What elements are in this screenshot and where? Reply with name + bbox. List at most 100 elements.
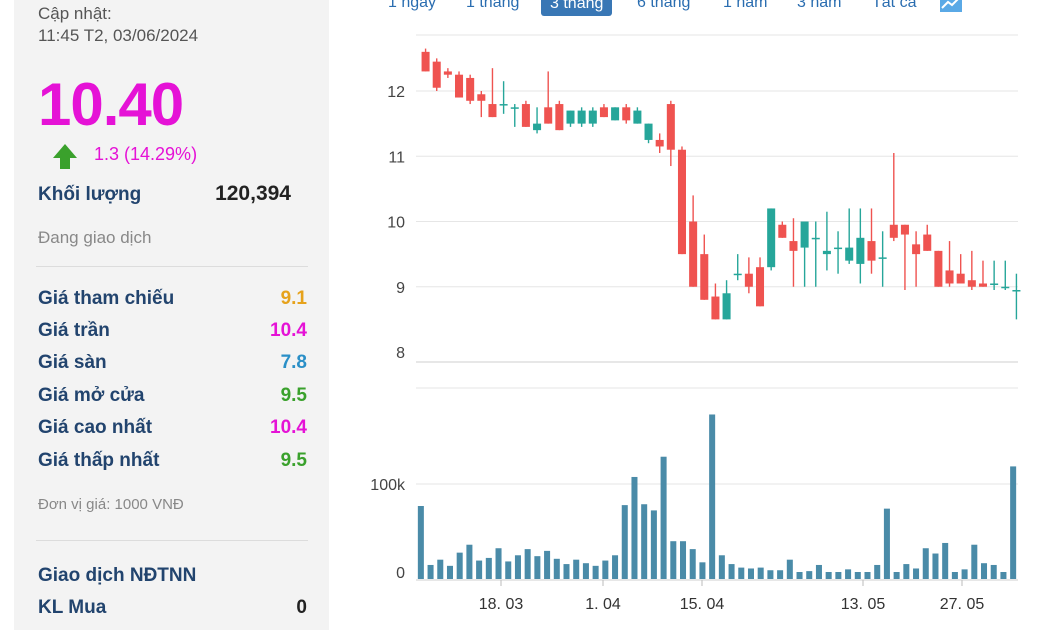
candle-body (934, 250, 943, 287)
volume-bar (961, 569, 968, 579)
candle-body (599, 107, 608, 118)
volume-bar (757, 567, 764, 579)
x-tick-label: 18. 03 (479, 596, 524, 613)
tab-1-month[interactable]: 1 tháng (466, 0, 520, 11)
divider (36, 266, 308, 267)
volume-bar (582, 563, 589, 579)
volume-bar (806, 571, 813, 579)
candle-body (499, 104, 508, 106)
volume-bar (573, 559, 580, 579)
stat-value-low: 9.5 (280, 450, 307, 471)
volume-value: 120,394 (215, 182, 291, 205)
tab-3-months[interactable]: 3 tháng (541, 0, 613, 16)
stat-value-reference: 9.1 (280, 288, 307, 309)
tab-all[interactable]: Tất cả (872, 0, 917, 11)
volume-bar (495, 548, 502, 579)
candle-body (1001, 286, 1010, 289)
stat-label-low: Giá thấp nhất (38, 450, 160, 471)
candle-body (878, 257, 887, 259)
volume-bar (534, 556, 541, 579)
stat-label-open: Giá mở cửa (38, 385, 145, 406)
volume-bar (786, 559, 793, 579)
tab-1-year[interactable]: 1 năm (723, 0, 768, 11)
candle-body (544, 107, 553, 124)
volume-bar (524, 549, 531, 579)
volume-bar (456, 552, 463, 579)
volume-bar (612, 555, 619, 579)
candle-body (756, 267, 765, 307)
volume-bar (553, 558, 560, 579)
volume-bar (913, 568, 920, 579)
volume-bar (485, 557, 492, 579)
chart-type-icon[interactable] (940, 0, 962, 12)
volume-bar (825, 572, 832, 579)
volume-bar (971, 544, 978, 579)
volume-bar (815, 564, 822, 579)
candle-body (611, 107, 620, 121)
volume-bar (864, 572, 871, 579)
candle-body (923, 234, 932, 251)
volume-label: Khối lượng (38, 184, 142, 205)
stat-label-ceiling: Giá trần (38, 320, 110, 341)
candle-body (655, 139, 664, 147)
change-value: 1.3 (14.29%) (94, 144, 198, 164)
candle-body (778, 224, 787, 238)
volume-bar (476, 560, 483, 579)
tab-3-years[interactable]: 3 năm (797, 0, 842, 11)
candle-body (978, 283, 987, 287)
y-tick-label: 8 (396, 345, 405, 362)
stat-label-floor: Giá sàn (38, 352, 107, 373)
stat-label-high: Giá cao nhất (38, 417, 153, 438)
candle-body (466, 77, 475, 101)
volume-bar (922, 548, 929, 579)
candle-body (912, 244, 921, 255)
candle-body (432, 61, 441, 88)
volume-bar (747, 568, 754, 579)
candle-body (666, 104, 675, 150)
candle-body (677, 149, 686, 255)
volume-bar (650, 510, 657, 579)
volume-bar (437, 559, 444, 579)
volume-bar (544, 550, 551, 579)
tab-6-months[interactable]: 6 tháng (637, 0, 691, 11)
candle-body (477, 94, 486, 101)
candle-body (722, 293, 731, 320)
volume-bar (728, 564, 735, 579)
volume-bar (893, 572, 900, 579)
x-tick-label: 13. 05 (841, 596, 886, 613)
candle-body (767, 208, 776, 268)
foreign-buy-value: 0 (296, 597, 307, 618)
volume-bar (670, 541, 677, 579)
price-y-axis: 8 9 10 11 12 (387, 84, 405, 362)
x-tick-label: 15. 04 (680, 596, 725, 613)
volume-bar (699, 562, 706, 579)
volume-bar (427, 564, 434, 579)
volume-bar (1000, 572, 1007, 579)
volume-bar (631, 476, 638, 579)
volume-bar (796, 572, 803, 579)
volume-bar (660, 456, 667, 579)
candle-body (533, 123, 542, 131)
candle-body (811, 237, 820, 240)
candle-body (867, 241, 876, 261)
y-tick-label: 9 (396, 280, 405, 297)
volume-bar (835, 572, 842, 579)
volume-bar (932, 553, 939, 579)
volume-bar (505, 561, 512, 579)
volume-bar (981, 563, 988, 579)
candle-body (900, 224, 909, 235)
update-label: Cập nhật: (38, 4, 112, 23)
tab-1-day[interactable]: 1 ngày (388, 0, 437, 11)
candle-body (644, 123, 653, 140)
y-tick-label: 10 (387, 215, 405, 232)
candle-body (488, 104, 497, 118)
volume-bar (942, 542, 949, 579)
volume-bar (777, 570, 784, 579)
update-time: 11:45 T2, 03/06/2024 (38, 26, 199, 45)
stat-value-high: 10.4 (270, 417, 307, 438)
volume-bar (767, 570, 774, 579)
volume-bar (854, 572, 861, 579)
volume-bar (641, 504, 648, 579)
quote-sidebar: Cập nhật: 11:45 T2, 03/06/2024 10.4 0 1.3… (14, 0, 329, 630)
volume-bar (446, 565, 453, 579)
